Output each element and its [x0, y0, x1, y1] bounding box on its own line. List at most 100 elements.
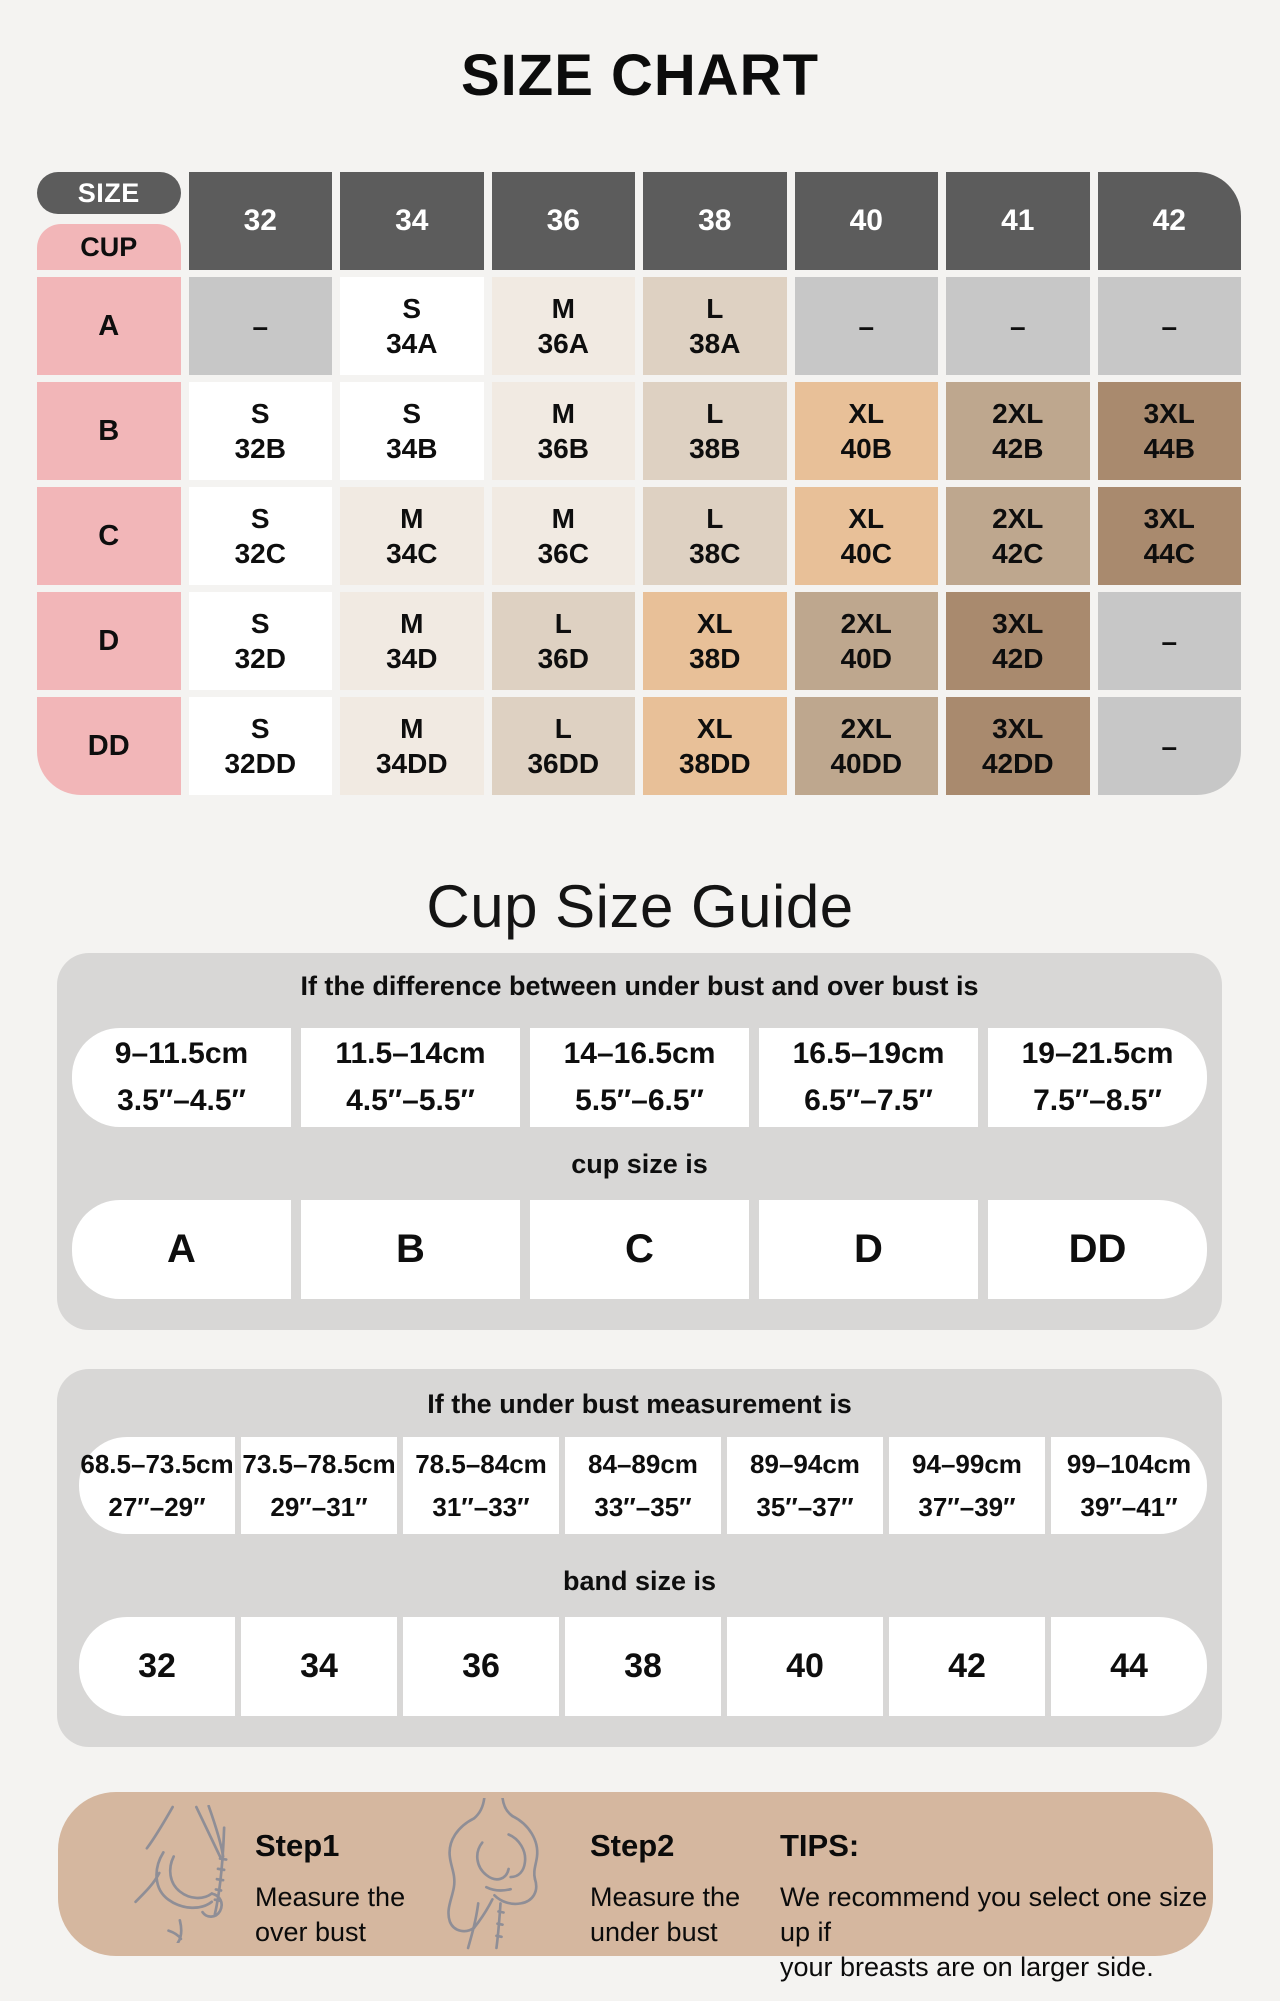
- tips-block: TIPS: We recommend you select one size u…: [780, 1828, 1230, 1985]
- band-header-cell: 34: [340, 172, 484, 270]
- size-cell: 2XL 40DD: [794, 697, 938, 795]
- band-size-cell: 34: [241, 1617, 397, 1716]
- size-cell: L 38B: [643, 382, 787, 480]
- step1-description: Measure the over bust: [255, 1882, 406, 1948]
- size-cell: S 32C: [188, 487, 332, 585]
- band-size-is-label: band size is: [562, 1566, 717, 1596]
- size-cell: M 36A: [491, 277, 635, 375]
- band-size-guide-panel: If the under bust measurement is 68.5–73…: [57, 1369, 1222, 1747]
- under-bust-cell: 68.5–73.5cm 27″–29″: [79, 1437, 235, 1534]
- size-cell: 3XL 44C: [1097, 487, 1241, 585]
- bust-difference-cell-cm: 9–11.5cm: [114, 1037, 249, 1070]
- band-header-cell: 32: [188, 172, 332, 270]
- size-cell: S 34B: [340, 382, 484, 480]
- bust-difference-cell-in: 3.5″–4.5″: [117, 1084, 246, 1117]
- size-cell: 3XL 42D: [946, 592, 1090, 690]
- band-header-cell: 41: [946, 172, 1090, 270]
- under-bust-cell-in: 37″–39″: [918, 1491, 1016, 1522]
- cup-letter-cell: A: [72, 1200, 291, 1299]
- under-bust-cell-cm: 84–89cm: [588, 1448, 698, 1479]
- measuring-steps-banner: Step1 Measure the over bust Step2 Measur…: [58, 1792, 1213, 1982]
- band-header-cell: 36: [491, 172, 635, 270]
- cup-header-pill: CUP: [37, 224, 181, 270]
- under-bust-cell-cm: 99–104cm: [1066, 1448, 1192, 1479]
- step2-block: Step2 Measure the under bust: [590, 1828, 740, 1950]
- under-bust-cell: 89–94cm 35″–37″: [727, 1437, 883, 1534]
- size-cell: –: [188, 277, 332, 375]
- size-cell: 2XL 42B: [946, 382, 1090, 480]
- under-bust-cell: 94–99cm 37″–39″: [889, 1437, 1045, 1534]
- bust-difference-cell-in: 4.5″–5.5″: [346, 1084, 475, 1117]
- size-cell: XL 38DD: [643, 697, 787, 795]
- size-cell: –: [794, 277, 938, 375]
- cup-letter-cell: DD: [988, 1200, 1207, 1299]
- size-cell: M 34DD: [340, 697, 484, 795]
- under-bust-cell-cm: 78.5–84cm: [415, 1448, 547, 1479]
- size-cell: M 36B: [491, 382, 635, 480]
- size-cell: XL 40B: [794, 382, 938, 480]
- size-cell: 2XL 42C: [946, 487, 1090, 585]
- cup-letter-cell: C: [530, 1200, 749, 1299]
- under-bust-cell: 78.5–84cm 31″–33″: [403, 1437, 559, 1534]
- bust-difference-cell-cm: 14–16.5cm: [563, 1037, 716, 1070]
- bust-difference-cell: 16.5–19cm 6.5″–7.5″: [759, 1028, 978, 1127]
- size-cell: –: [1097, 277, 1241, 375]
- cup-size-is-label: cup size is: [571, 1149, 708, 1179]
- bust-difference-cell-cm: 11.5–14cm: [335, 1037, 486, 1070]
- size-cell: M 34D: [340, 592, 484, 690]
- size-cell: L 38C: [643, 487, 787, 585]
- bust-difference-cell: 11.5–14cm 4.5″–5.5″: [301, 1028, 520, 1127]
- band-header-cell: 42: [1097, 172, 1241, 270]
- under-bust-cell-cm: 94–99cm: [912, 1448, 1022, 1479]
- band-size-cell: 38: [565, 1617, 721, 1716]
- cup-row-label: D: [37, 592, 181, 690]
- bust-difference-cell-in: 7.5″–8.5″: [1033, 1084, 1162, 1117]
- cup-size-guide-panel: If the difference between under bust and…: [57, 953, 1222, 1330]
- size-cell: –: [1097, 592, 1241, 690]
- tips-title: TIPS:: [780, 1828, 860, 1863]
- size-cell: S 32DD: [188, 697, 332, 795]
- size-cell: 2XL 40D: [794, 592, 938, 690]
- size-cell: S 32D: [188, 592, 332, 690]
- size-cell: –: [1097, 697, 1241, 795]
- size-cell: M 36C: [491, 487, 635, 585]
- band-sizes-row: 32 34 36 38 40 42 44: [79, 1617, 1207, 1716]
- under-bust-cell-cm: 73.5–78.5cm: [242, 1448, 396, 1479]
- under-bust-cell-in: 29″–31″: [270, 1491, 368, 1522]
- bust-difference-cell-in: 6.5″–7.5″: [804, 1084, 933, 1117]
- bust-difference-cell: 9–11.5cm 3.5″–4.5″: [72, 1028, 291, 1127]
- band-size-cell: 32: [79, 1617, 235, 1716]
- step1-title: Step1: [255, 1828, 340, 1863]
- size-cell: 3XL 42DD: [946, 697, 1090, 795]
- under-bust-question: If the under bust measurement is: [427, 1389, 852, 1419]
- bust-difference-cell-cm: 16.5–19cm: [792, 1037, 945, 1070]
- size-cell: XL 38D: [643, 592, 787, 690]
- size-header-pill: SIZE: [37, 172, 181, 214]
- bust-difference-cell: 19–21.5cm 7.5″–8.5″: [988, 1028, 1207, 1127]
- band-header-cell: 38: [643, 172, 787, 270]
- table-corner-cell: SIZE CUP: [37, 172, 181, 270]
- cup-size-guide-title: Cup Size Guide: [426, 873, 854, 940]
- under-bust-cell-in: 27″–29″: [108, 1491, 206, 1522]
- band-size-cell: 44: [1051, 1617, 1207, 1716]
- step2-title: Step2: [590, 1828, 675, 1863]
- size-cell: S 32B: [188, 382, 332, 480]
- under-bust-cell-in: 31″–33″: [432, 1491, 530, 1522]
- size-cell: L 36D: [491, 592, 635, 690]
- size-cell: M 34C: [340, 487, 484, 585]
- band-size-cell: 40: [727, 1617, 883, 1716]
- under-bust-cell-in: 39″–41″: [1080, 1491, 1178, 1522]
- bust-difference-question: If the difference between under bust and…: [300, 971, 979, 1001]
- size-chart-table: SIZE CUP 32 34 36 38 40 41 42 A – S 34A M 36A L 38A…: [37, 172, 1241, 795]
- band-size-cell: 36: [403, 1617, 559, 1716]
- page-title: SIZE CHART: [461, 43, 819, 108]
- cup-row-label: B: [37, 382, 181, 480]
- cup-letters-row: A B C D DD: [72, 1200, 1207, 1299]
- size-cell: –: [946, 277, 1090, 375]
- over-bust-figure-icon: [134, 1805, 228, 1943]
- bust-difference-cell-in: 5.5″–6.5″: [575, 1084, 704, 1117]
- bust-difference-cell: 14–16.5cm 5.5″–6.5″: [530, 1028, 749, 1127]
- cup-row-label: DD: [37, 697, 181, 795]
- step1-block: Step1 Measure the over bust: [255, 1828, 405, 1950]
